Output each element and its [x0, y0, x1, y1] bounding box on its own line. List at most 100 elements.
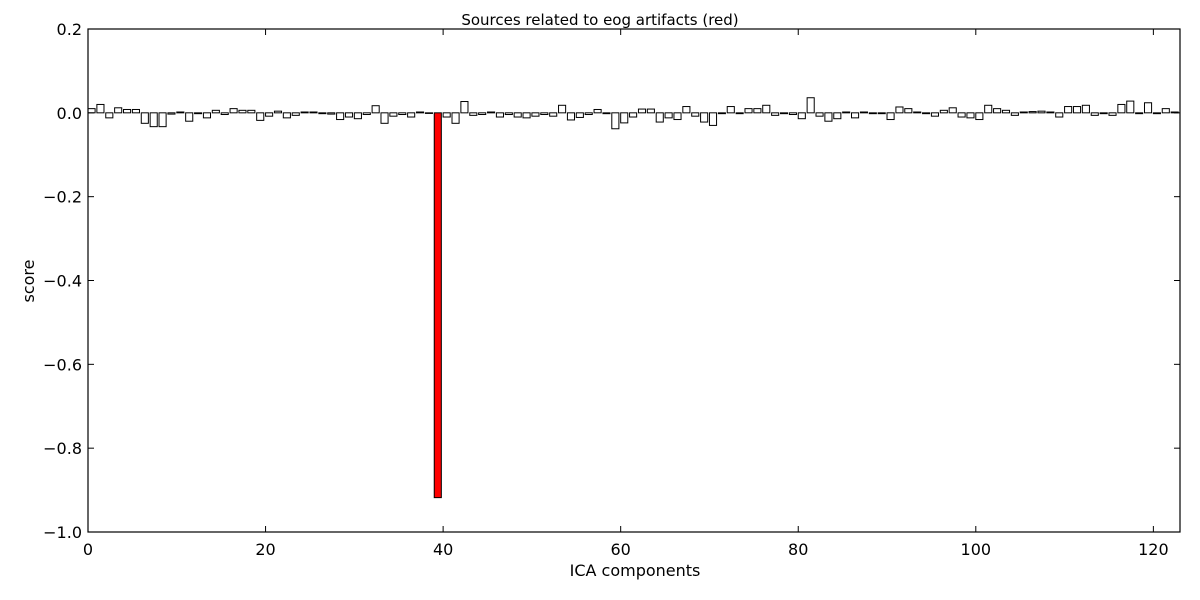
bar [717, 112, 726, 115]
bar [851, 112, 860, 119]
bar [620, 112, 629, 124]
y-axis-title: score [19, 260, 38, 303]
bar [753, 108, 762, 114]
bar [726, 106, 735, 114]
bar [646, 108, 655, 114]
bar [655, 112, 664, 123]
bar [220, 112, 229, 116]
bar [806, 97, 815, 114]
x-tick-label: 20 [255, 540, 275, 559]
bar [522, 112, 531, 119]
bar [309, 111, 318, 114]
bar [602, 112, 611, 115]
bar [1090, 112, 1099, 116]
bar [1072, 106, 1082, 114]
bar [194, 112, 203, 115]
bar [859, 111, 868, 114]
bar [637, 108, 647, 114]
bar [984, 104, 993, 114]
bar [593, 108, 602, 114]
bar [353, 112, 362, 120]
x-tick-label: 80 [788, 540, 808, 559]
bar [922, 112, 931, 115]
bar [389, 112, 398, 117]
bar [708, 112, 718, 126]
bar [913, 111, 922, 114]
bar [1161, 108, 1170, 114]
bar [691, 112, 700, 117]
bar [1108, 112, 1117, 116]
bar [1028, 111, 1037, 114]
y-tick-label: −0.4 [43, 272, 82, 291]
bar [540, 112, 549, 116]
bar [96, 103, 105, 114]
bar [140, 112, 149, 124]
bar [442, 112, 451, 118]
bar [460, 101, 469, 114]
bar [966, 112, 975, 119]
bar [1055, 112, 1064, 118]
bar [904, 108, 913, 114]
bar [939, 109, 948, 114]
bar [362, 112, 371, 116]
bar [1064, 106, 1073, 114]
bar [238, 109, 247, 114]
bar [1135, 112, 1144, 115]
bar [877, 112, 886, 115]
y-tick-label: −1.0 [43, 523, 82, 542]
bar [158, 112, 167, 128]
ticks-layer: 0 20 40 60 80 100 120 0.2 0.0 −0.2 −0.4 −0.6 −0.8 −1.… [43, 20, 1180, 559]
bar [344, 112, 354, 118]
bar [779, 112, 789, 115]
bar-highlight [433, 112, 442, 499]
bar [957, 112, 966, 118]
bar [504, 112, 513, 116]
bar [87, 108, 96, 114]
bar [1001, 109, 1011, 114]
bar [380, 112, 389, 124]
bar [149, 112, 158, 128]
bar [202, 112, 212, 119]
bar [318, 112, 327, 115]
x-tick-label: 100 [961, 540, 992, 559]
y-tick-label: −0.8 [43, 439, 82, 458]
bar [531, 112, 540, 117]
bar [495, 112, 504, 118]
bar [336, 112, 345, 121]
bar [1010, 112, 1019, 116]
bar [735, 112, 744, 115]
bar [1152, 112, 1161, 115]
y-tick-label: −0.2 [43, 188, 82, 207]
x-axis-title: ICA components [570, 561, 701, 580]
x-tick-label: 120 [1138, 540, 1169, 559]
bar [549, 112, 558, 117]
y-tick-label: 0.0 [57, 104, 82, 123]
bar [682, 106, 691, 114]
bar [131, 108, 140, 114]
bar [948, 107, 957, 114]
bar [975, 112, 984, 121]
bar [398, 112, 407, 116]
bar [451, 112, 460, 124]
bar [1081, 104, 1090, 114]
bar [629, 112, 638, 118]
plot-frame [87, 28, 1181, 533]
bars-layer [87, 97, 1179, 499]
bar [167, 112, 176, 115]
bar [993, 108, 1002, 114]
bar [300, 111, 309, 114]
bar [566, 112, 576, 121]
bar [415, 111, 425, 114]
bar [886, 112, 895, 121]
bar [611, 112, 620, 130]
bar [291, 112, 300, 116]
bar [744, 108, 753, 114]
bar [407, 112, 416, 118]
bar [1037, 110, 1046, 114]
bar [762, 104, 771, 114]
bar [478, 112, 487, 116]
bar [282, 112, 291, 119]
bar [833, 112, 842, 120]
bar [1143, 102, 1153, 114]
bar [247, 109, 256, 114]
